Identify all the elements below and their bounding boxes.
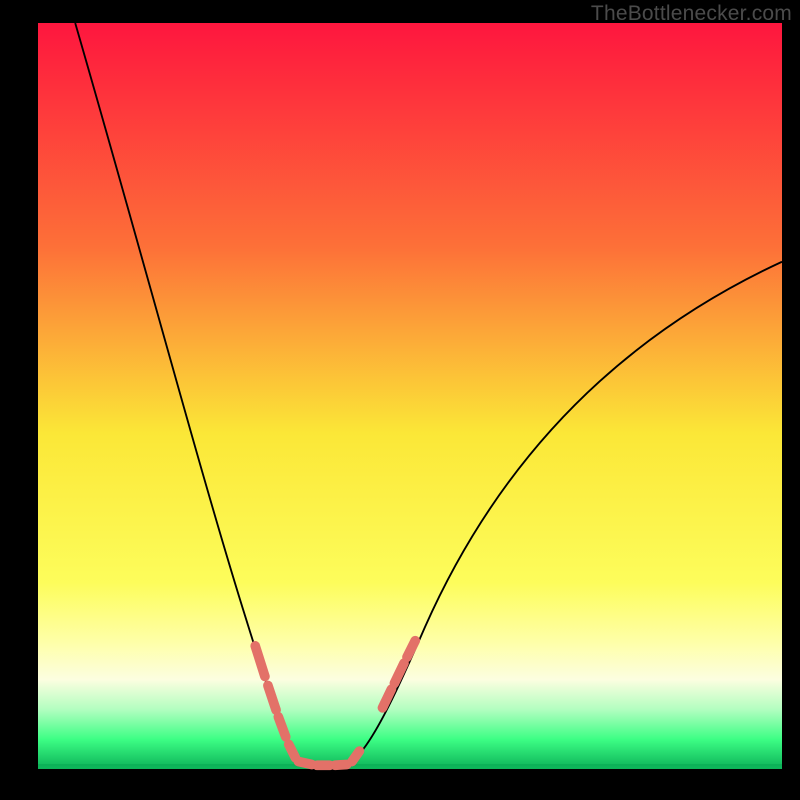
plot-area xyxy=(38,23,782,769)
marker-segment xyxy=(352,751,359,761)
marker-segment xyxy=(335,765,347,766)
marker-segment xyxy=(289,744,296,757)
chart-svg xyxy=(0,0,800,800)
chart-frame: TheBottlenecker.com xyxy=(0,0,800,800)
watermark-text: TheBottlenecker.com xyxy=(591,2,792,26)
marker-segment xyxy=(298,762,311,765)
